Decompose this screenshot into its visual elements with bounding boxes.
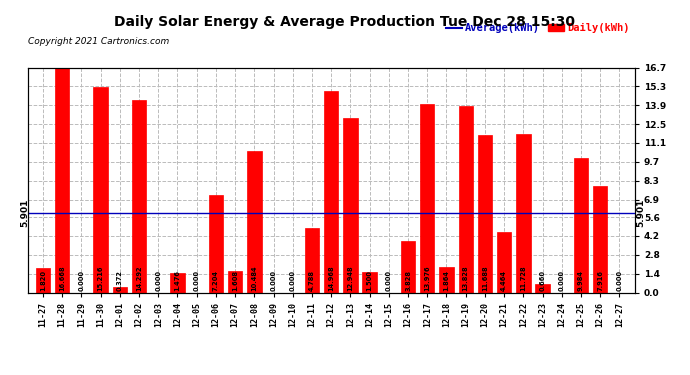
Legend: Average(kWh), Daily(kWh): Average(kWh), Daily(kWh) [446, 23, 629, 33]
Bar [305, 228, 319, 292]
Text: 5.901: 5.901 [637, 199, 646, 227]
Text: 0.000: 0.000 [290, 270, 296, 291]
Text: 11.728: 11.728 [520, 266, 526, 291]
Bar [458, 106, 473, 292]
Text: 10.484: 10.484 [251, 266, 257, 291]
Text: 14.968: 14.968 [328, 266, 334, 291]
Bar [574, 158, 588, 292]
Bar [36, 268, 50, 292]
Text: 11.688: 11.688 [482, 266, 488, 291]
Text: 0.000: 0.000 [155, 270, 161, 291]
Bar [112, 288, 127, 292]
Text: 0.000: 0.000 [386, 270, 392, 291]
Bar [55, 68, 70, 292]
Bar [593, 186, 607, 292]
Bar [401, 241, 415, 292]
Bar [247, 151, 262, 292]
Text: 0.000: 0.000 [270, 270, 277, 291]
Bar [516, 135, 531, 292]
Text: 1.864: 1.864 [444, 270, 449, 291]
Text: 14.292: 14.292 [136, 266, 142, 291]
Text: 16.668: 16.668 [59, 266, 65, 291]
Text: 7.204: 7.204 [213, 270, 219, 291]
Text: 13.828: 13.828 [463, 266, 469, 291]
Text: 4.464: 4.464 [501, 270, 507, 291]
Bar [477, 135, 492, 292]
Text: 0.000: 0.000 [194, 270, 199, 291]
Text: 13.976: 13.976 [424, 266, 431, 291]
Bar [170, 273, 185, 292]
Text: 0.372: 0.372 [117, 270, 123, 291]
Bar [535, 284, 550, 292]
Text: 5.901: 5.901 [20, 199, 29, 227]
Bar [228, 271, 242, 292]
Bar [208, 195, 223, 292]
Text: 4.788: 4.788 [309, 270, 315, 291]
Bar [362, 272, 377, 292]
Text: Copyright 2021 Cartronics.com: Copyright 2021 Cartronics.com [28, 38, 169, 46]
Bar [420, 104, 435, 292]
Text: 0.660: 0.660 [540, 270, 546, 291]
Text: 9.984: 9.984 [578, 270, 584, 291]
Text: 12.948: 12.948 [348, 266, 353, 291]
Text: 1.476: 1.476 [175, 270, 181, 291]
Text: 0.000: 0.000 [559, 270, 565, 291]
Bar [324, 91, 338, 292]
Text: Daily Solar Energy & Average Production Tue Dec 28 15:30: Daily Solar Energy & Average Production … [115, 15, 575, 29]
Bar [497, 232, 511, 292]
Text: 3.828: 3.828 [405, 270, 411, 291]
Text: 1.500: 1.500 [366, 270, 373, 291]
Text: 1.608: 1.608 [232, 270, 238, 291]
Bar [93, 87, 108, 292]
Bar [132, 100, 146, 292]
Bar [343, 118, 357, 292]
Text: 7.916: 7.916 [598, 270, 603, 291]
Text: 0.000: 0.000 [616, 270, 622, 291]
Text: 15.216: 15.216 [97, 266, 104, 291]
Text: 0.000: 0.000 [79, 270, 84, 291]
Text: 1.820: 1.820 [40, 270, 46, 291]
Bar [440, 267, 454, 292]
